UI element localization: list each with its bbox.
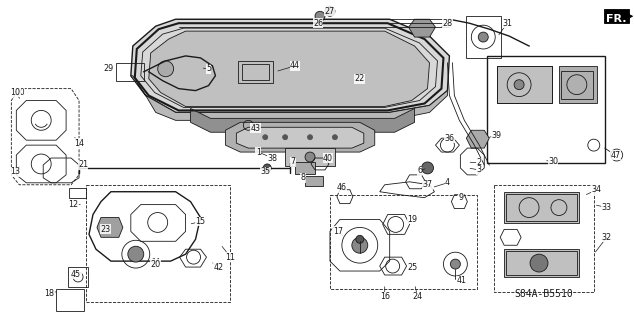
Text: 42: 42: [214, 263, 224, 272]
Text: 21: 21: [78, 160, 88, 170]
Text: 15: 15: [195, 217, 205, 226]
FancyBboxPatch shape: [238, 61, 273, 83]
Text: 44: 44: [290, 61, 300, 70]
Text: 30: 30: [548, 157, 558, 166]
Circle shape: [315, 11, 325, 21]
Circle shape: [325, 6, 335, 16]
Text: 26: 26: [313, 19, 323, 28]
Text: 43: 43: [250, 124, 261, 133]
Text: 1: 1: [256, 148, 261, 156]
Text: 10: 10: [15, 88, 25, 97]
Text: 8: 8: [301, 173, 306, 182]
Text: FR.: FR.: [605, 14, 626, 24]
Text: 45: 45: [71, 269, 81, 278]
Circle shape: [332, 135, 337, 140]
Circle shape: [283, 135, 288, 140]
Text: 14: 14: [152, 258, 160, 264]
Polygon shape: [467, 130, 489, 148]
Text: 27: 27: [325, 7, 335, 16]
Text: 12: 12: [68, 200, 78, 209]
Text: 23: 23: [101, 225, 111, 234]
Circle shape: [478, 32, 488, 42]
Text: 10: 10: [10, 88, 20, 97]
Text: 41: 41: [456, 276, 467, 285]
Text: 38: 38: [267, 154, 277, 163]
Text: 14: 14: [74, 139, 84, 148]
Polygon shape: [149, 31, 429, 107]
Text: 22: 22: [354, 74, 365, 83]
Text: S84A-B5510: S84A-B5510: [515, 289, 573, 299]
Text: 37: 37: [422, 180, 432, 189]
Text: 20: 20: [151, 260, 161, 268]
Text: 47: 47: [611, 150, 621, 160]
Circle shape: [356, 235, 364, 243]
Text: 9: 9: [459, 193, 464, 202]
FancyBboxPatch shape: [295, 162, 315, 174]
Text: 13: 13: [10, 167, 20, 176]
Text: 4: 4: [445, 178, 450, 187]
Text: 24: 24: [413, 292, 423, 301]
Circle shape: [158, 61, 174, 77]
FancyBboxPatch shape: [305, 176, 323, 186]
Circle shape: [262, 135, 268, 140]
Polygon shape: [97, 218, 123, 237]
Text: 7: 7: [290, 157, 295, 166]
Text: 16: 16: [380, 292, 390, 301]
Circle shape: [305, 152, 315, 162]
Polygon shape: [131, 76, 448, 120]
Text: 36: 36: [444, 134, 455, 143]
Polygon shape: [131, 19, 450, 112]
Circle shape: [352, 237, 368, 253]
Text: 31: 31: [502, 19, 512, 28]
Polygon shape: [408, 19, 436, 37]
Text: 18: 18: [44, 289, 54, 298]
Circle shape: [307, 135, 313, 140]
FancyBboxPatch shape: [504, 192, 579, 223]
Text: 17: 17: [333, 227, 343, 236]
Text: 19: 19: [408, 215, 418, 224]
Circle shape: [514, 80, 524, 90]
Polygon shape: [191, 108, 415, 132]
Polygon shape: [226, 122, 375, 152]
Text: 5: 5: [206, 64, 211, 73]
Text: 11: 11: [225, 253, 235, 262]
Text: 40: 40: [323, 154, 333, 163]
FancyBboxPatch shape: [559, 66, 597, 103]
Circle shape: [450, 259, 460, 269]
Text: 28: 28: [443, 19, 453, 28]
Text: 35: 35: [260, 167, 270, 176]
Text: 34: 34: [592, 185, 602, 194]
Text: 3: 3: [477, 165, 482, 174]
Text: 32: 32: [602, 233, 612, 242]
Circle shape: [530, 254, 548, 272]
Text: 39: 39: [491, 131, 501, 140]
Polygon shape: [604, 9, 629, 23]
Polygon shape: [236, 127, 364, 148]
Text: 33: 33: [602, 203, 612, 212]
Text: 2: 2: [477, 158, 482, 167]
Text: 6: 6: [417, 166, 422, 175]
Circle shape: [128, 246, 144, 262]
Circle shape: [422, 162, 434, 174]
Circle shape: [263, 164, 271, 172]
FancyBboxPatch shape: [504, 249, 579, 277]
FancyBboxPatch shape: [497, 66, 552, 103]
Polygon shape: [626, 13, 633, 19]
FancyBboxPatch shape: [285, 148, 335, 166]
Text: 46: 46: [337, 183, 347, 192]
Text: 29: 29: [104, 64, 114, 73]
Text: 25: 25: [408, 263, 418, 272]
